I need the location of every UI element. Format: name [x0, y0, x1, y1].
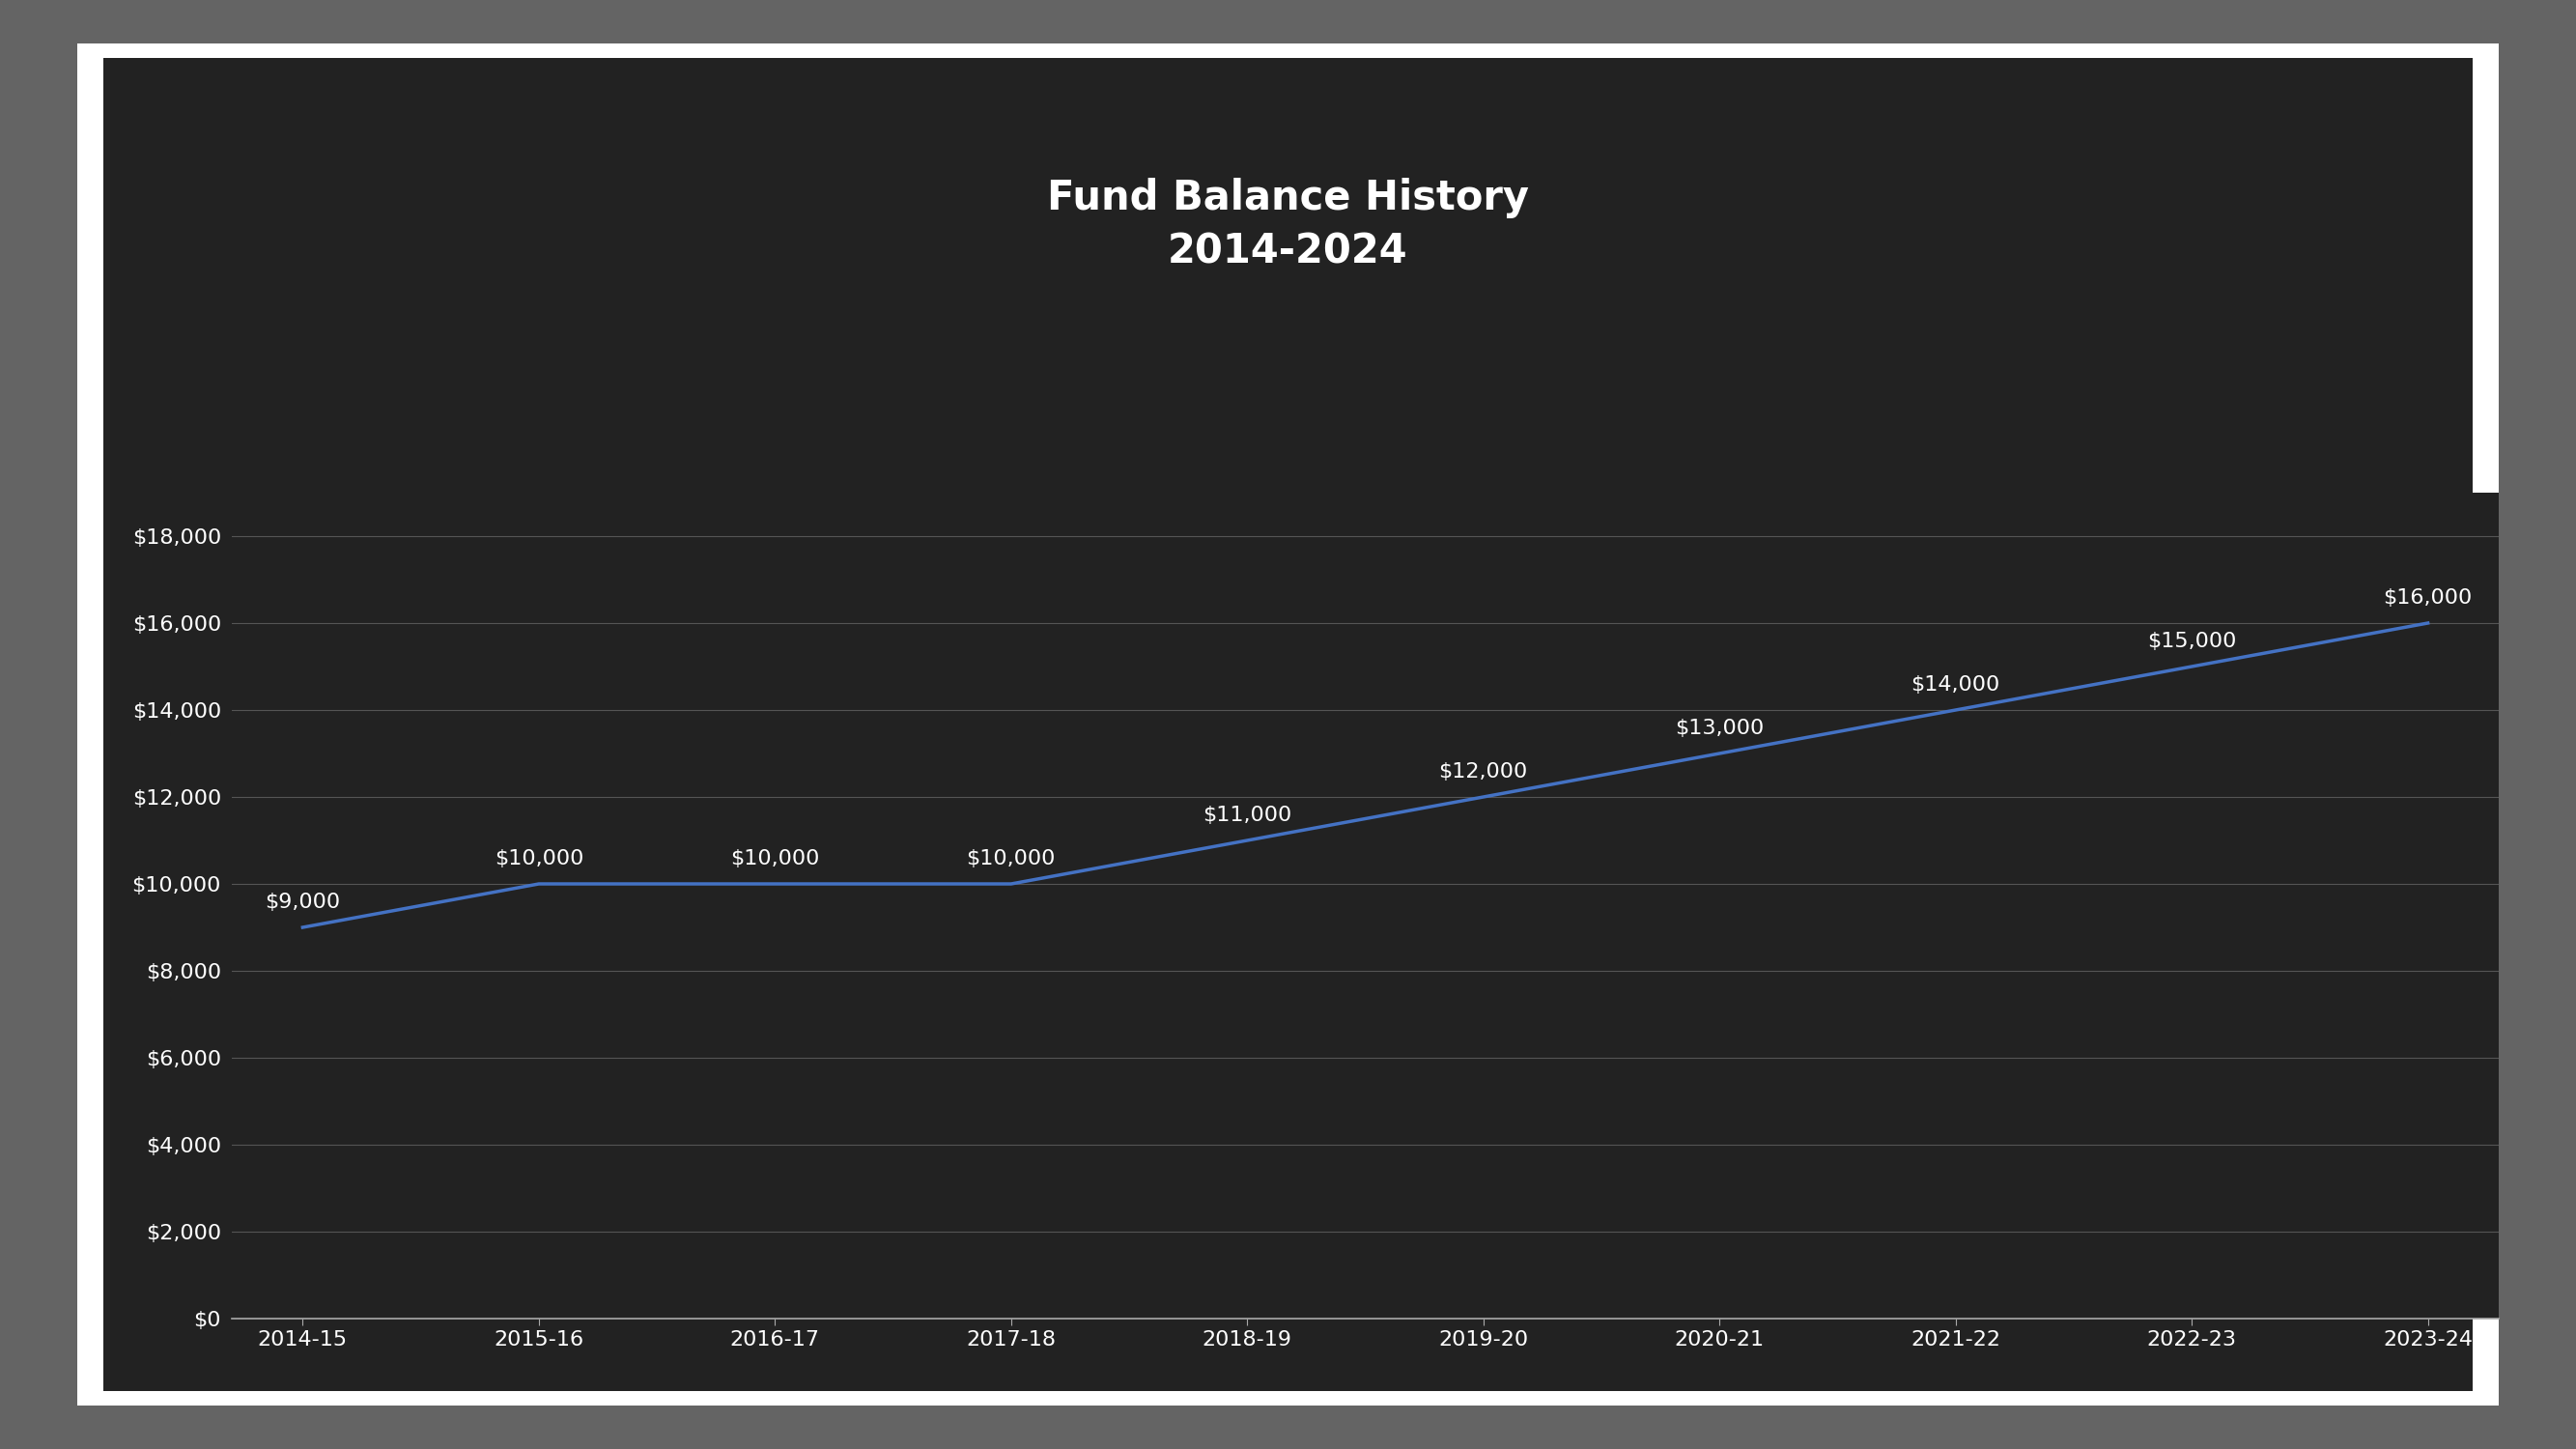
Text: Fund Balance History
2014-2024: Fund Balance History 2014-2024: [1046, 178, 1530, 271]
Text: $10,000: $10,000: [732, 849, 819, 869]
Text: $12,000: $12,000: [1440, 762, 1528, 782]
Text: $13,000: $13,000: [1674, 719, 1765, 739]
Text: $16,000: $16,000: [2383, 588, 2473, 609]
Text: $14,000: $14,000: [1911, 675, 1999, 696]
Text: $10,000: $10,000: [495, 849, 582, 869]
Text: $10,000: $10,000: [966, 849, 1056, 869]
Text: $11,000: $11,000: [1203, 806, 1291, 826]
Text: $9,000: $9,000: [265, 893, 340, 913]
Text: $15,000: $15,000: [2148, 632, 2236, 652]
